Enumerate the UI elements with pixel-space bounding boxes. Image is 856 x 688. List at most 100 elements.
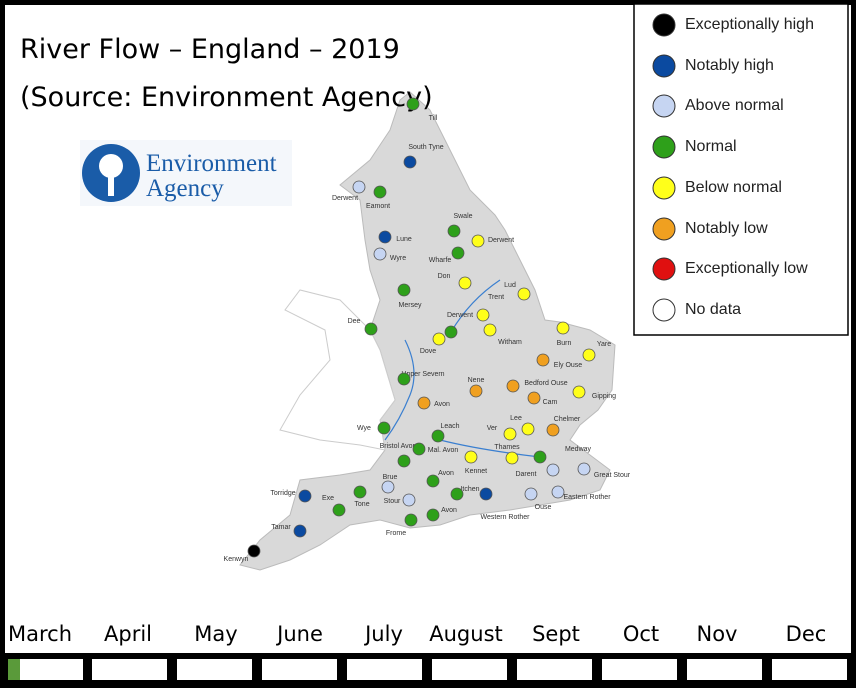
station-dot xyxy=(397,283,411,297)
station-label: South Tyne xyxy=(408,144,443,151)
station-label: Derwent xyxy=(332,195,358,202)
station-label: Derwent xyxy=(447,312,473,319)
station-label: Lee xyxy=(510,415,522,422)
station-label: Cam xyxy=(543,399,558,406)
station-dot xyxy=(332,503,346,517)
logo-text: Environment xyxy=(146,150,277,177)
timeline-box xyxy=(92,659,167,680)
legend-swatch xyxy=(652,176,676,200)
station-label: Exe xyxy=(322,495,334,502)
legend-label: Exceptionally low xyxy=(685,260,808,277)
logo: Environment Agency xyxy=(80,140,292,206)
station-dot xyxy=(404,513,418,527)
station-dot xyxy=(572,385,586,399)
station-dot xyxy=(293,524,307,538)
legend-swatch xyxy=(652,135,676,159)
station-label: Torridge xyxy=(270,490,295,497)
station-label: Dee xyxy=(348,318,361,325)
station-dot xyxy=(483,323,497,337)
station-label: Dove xyxy=(420,348,436,355)
month-label: April xyxy=(104,622,152,646)
station-dot xyxy=(451,246,465,260)
station-label: Swale xyxy=(453,213,472,220)
station-label: Frome xyxy=(386,530,406,537)
legend-swatch xyxy=(652,257,676,281)
station-dot xyxy=(397,372,411,386)
station-dot xyxy=(469,384,483,398)
station-label: Wye xyxy=(357,425,371,432)
station-dot xyxy=(577,462,591,476)
river xyxy=(439,439,541,458)
station-label: Bristol Avon xyxy=(380,443,417,450)
station-dot xyxy=(527,391,541,405)
station-dot xyxy=(471,234,485,248)
legend-swatch xyxy=(652,13,676,37)
station-label: Wharfe xyxy=(429,257,452,264)
timeline-box xyxy=(262,659,337,680)
logo-trunk xyxy=(108,170,114,196)
station-label: Nene xyxy=(468,377,485,384)
station-label: Itchen xyxy=(460,486,479,493)
legend-label: Notably high xyxy=(685,57,774,74)
station-label: Mal. Avon xyxy=(428,447,459,454)
station-dot xyxy=(479,487,493,501)
station-label: Stour xyxy=(384,498,401,505)
timeline-box xyxy=(177,659,252,680)
station-label: Trent xyxy=(488,294,504,301)
station-label: Great Stour xyxy=(594,472,631,479)
station-label: Brue xyxy=(383,474,398,481)
station-dot xyxy=(377,421,391,435)
station-label: Medway xyxy=(565,446,592,453)
timeline-box xyxy=(347,659,422,680)
station-dot xyxy=(426,508,440,522)
month-label: July xyxy=(363,622,403,646)
england-outline xyxy=(239,91,616,571)
station-label: Darent xyxy=(515,471,536,478)
station-dot xyxy=(412,442,426,456)
station-label: Western Rother xyxy=(481,514,531,521)
station-dot xyxy=(524,487,538,501)
timeline-box xyxy=(8,659,83,680)
station-dot xyxy=(476,308,490,322)
month-label: Nov xyxy=(697,622,738,646)
station-label: Upper Severn xyxy=(401,371,444,378)
station-dot xyxy=(444,325,458,339)
station-dot xyxy=(536,353,550,367)
legend-swatch xyxy=(652,54,676,78)
station-label: Eamont xyxy=(366,203,390,210)
station-dot xyxy=(417,396,431,410)
station-label: Avon xyxy=(441,507,457,514)
timeline-box xyxy=(432,659,507,680)
timeline-box xyxy=(517,659,592,680)
month-label: March xyxy=(8,622,72,646)
month-label: Oct xyxy=(623,622,659,646)
station-dot xyxy=(506,379,520,393)
timeline-box xyxy=(602,659,677,680)
station-label: Chelmer xyxy=(554,416,581,423)
station-dot xyxy=(464,450,478,464)
station-dot xyxy=(402,493,416,507)
station-dot xyxy=(298,489,312,503)
station-dot xyxy=(533,450,547,464)
station-label: Burn xyxy=(557,340,572,347)
station-label: Ver xyxy=(487,425,498,432)
station-dot xyxy=(503,427,517,441)
station-label: Kennet xyxy=(465,468,487,475)
logo-text: Agency xyxy=(146,175,224,202)
station-dot xyxy=(247,544,261,558)
station-label: Thames xyxy=(494,444,520,451)
station-label: Tamar xyxy=(271,524,291,531)
logo-tree xyxy=(99,154,123,178)
month-label: Sept xyxy=(532,622,580,646)
station-label: Avon xyxy=(438,470,454,477)
legend-label: Notably low xyxy=(685,220,768,237)
station-dot xyxy=(397,454,411,468)
station-dot xyxy=(458,276,472,290)
month-label: August xyxy=(429,622,503,646)
station-dot xyxy=(403,155,417,169)
title: River Flow – England – 2019 xyxy=(20,34,400,65)
timeline-box xyxy=(772,659,847,680)
legend-label: Below normal xyxy=(685,179,782,196)
station-dot xyxy=(546,423,560,437)
